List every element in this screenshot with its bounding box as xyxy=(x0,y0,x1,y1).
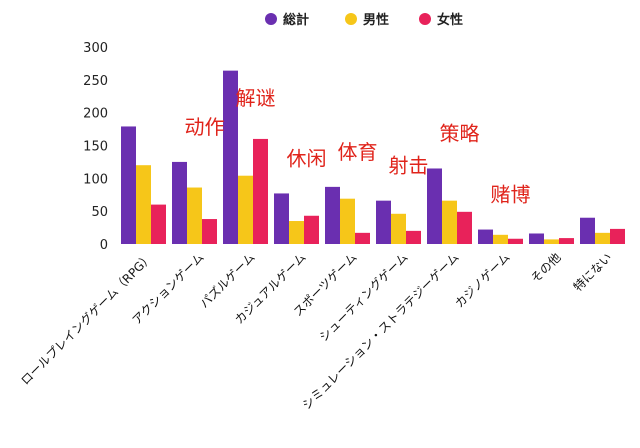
legend-label-male: 男性 xyxy=(363,12,389,28)
x-category-label: カジノゲーム xyxy=(452,250,512,310)
y-tick-label: 200 xyxy=(83,107,108,122)
bar-series-0-cat-6 xyxy=(427,168,442,244)
y-tick-label: 150 xyxy=(83,140,108,155)
bar-series-1-cat-1 xyxy=(187,187,202,244)
y-tick-label: 100 xyxy=(83,172,108,187)
legend-swatch-total xyxy=(265,13,277,25)
bar-series-0-cat-5 xyxy=(376,200,391,244)
annotation-label: 休闲 xyxy=(287,146,327,170)
bars xyxy=(121,70,625,244)
y-tick-label: 0 xyxy=(100,238,108,253)
bar-series-2-cat-4 xyxy=(355,232,370,244)
bar-series-1-cat-8 xyxy=(544,239,559,244)
bar-series-1-cat-9 xyxy=(595,232,610,244)
legend-label-total: 総計 xyxy=(283,12,309,28)
bar-series-1-cat-7 xyxy=(493,234,508,244)
bar-series-2-cat-6 xyxy=(457,211,472,244)
bar-series-2-cat-7 xyxy=(508,238,523,244)
bar-series-0-cat-8 xyxy=(529,233,544,244)
bar-series-0-cat-2 xyxy=(223,70,238,244)
bar-series-1-cat-2 xyxy=(238,175,253,244)
bar-series-1-cat-4 xyxy=(340,198,355,244)
x-axis: ロールプレイングゲーム（RPG）アクションゲームパズルゲームカジュアルゲームスポ… xyxy=(18,250,615,413)
bar-series-2-cat-0 xyxy=(151,204,166,244)
annotation-label: 体育 xyxy=(338,140,378,164)
legend-swatch-female xyxy=(419,13,431,25)
legend: 総計 男性 女性 xyxy=(265,12,463,28)
legend-label-female: 女性 xyxy=(437,12,463,28)
annotation-label: 射击 xyxy=(389,154,429,178)
bar-series-2-cat-8 xyxy=(559,238,574,244)
annotation-label: 解谜 xyxy=(236,86,276,110)
bar-series-0-cat-1 xyxy=(172,161,187,244)
annotation-label: 动作 xyxy=(185,115,225,139)
bar-series-1-cat-6 xyxy=(442,200,457,244)
bar-series-0-cat-0 xyxy=(121,126,136,244)
y-tick-label: 250 xyxy=(83,74,108,89)
y-tick-label: 50 xyxy=(91,205,108,220)
legend-swatch-male xyxy=(345,13,357,25)
x-category-label: シューティングゲーム xyxy=(317,250,411,344)
annotation-label: 策略 xyxy=(440,121,480,145)
bar-series-0-cat-9 xyxy=(580,217,595,244)
bar-series-0-cat-4 xyxy=(325,186,340,244)
bar-series-1-cat-0 xyxy=(136,165,151,244)
bar-series-2-cat-9 xyxy=(610,228,625,244)
bar-series-2-cat-5 xyxy=(406,230,421,244)
bar-series-2-cat-2 xyxy=(253,138,268,244)
bar-series-0-cat-7 xyxy=(478,229,493,244)
y-axis: 0 50 100 150 200 250 300 xyxy=(83,41,108,253)
bar-series-2-cat-3 xyxy=(304,215,319,244)
bar-series-1-cat-3 xyxy=(289,221,304,244)
bar-series-2-cat-1 xyxy=(202,219,217,244)
x-category-label: 特にない xyxy=(570,250,615,295)
bar-series-0-cat-3 xyxy=(274,193,289,244)
x-category-label: その他 xyxy=(528,250,563,285)
y-tick-label: 300 xyxy=(83,41,108,56)
bar-series-1-cat-5 xyxy=(391,213,406,244)
annotation-label: 赌博 xyxy=(491,183,531,207)
